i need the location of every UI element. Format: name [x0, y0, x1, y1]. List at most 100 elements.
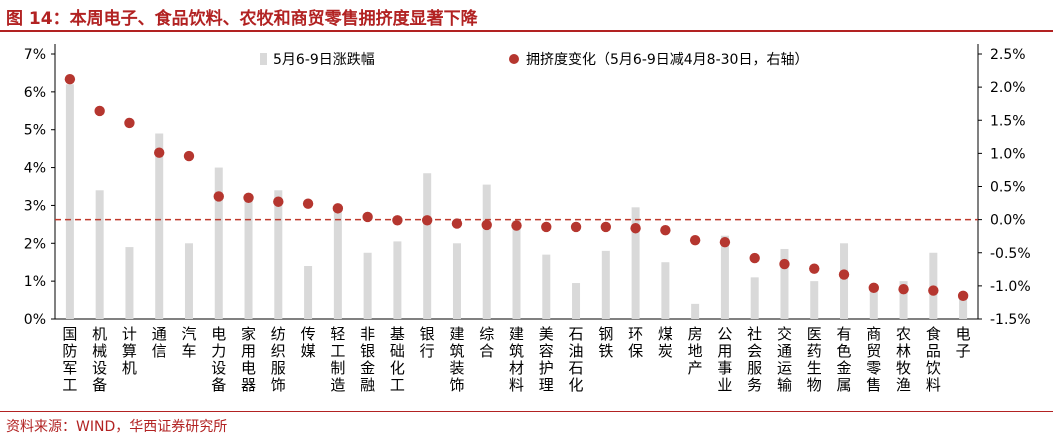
dot-美容护理 — [541, 221, 552, 233]
x-tick-label: 非银金融 — [360, 325, 375, 394]
x-tick-label: 通信 — [152, 325, 167, 360]
y-right-tick-label: -0.5% — [990, 246, 1031, 262]
x-tick-label: 电子 — [956, 325, 971, 360]
legend-bar-swatch — [260, 53, 267, 65]
bar-石油石化 — [572, 283, 581, 319]
dot-基础化工 — [392, 215, 403, 226]
source-divider — [0, 411, 1053, 412]
bar-建筑材料 — [512, 220, 521, 319]
dot-纺织服饰 — [273, 196, 284, 207]
bar-农林牧渔 — [899, 281, 908, 319]
dot-钢铁 — [600, 221, 612, 233]
dot-银行 — [421, 215, 433, 226]
bar-钢铁 — [601, 250, 610, 319]
dot-轻工制造 — [332, 203, 344, 214]
bar-美容护理 — [542, 254, 551, 319]
dot-非银金融 — [362, 211, 373, 223]
dot-国防军工 — [64, 73, 76, 85]
x-tick-label: 纺织服饰 — [271, 325, 286, 394]
legend: 5月6-9日涨跌幅 拥挤度变化（5月6-9日减4月8-30日，右轴） — [260, 52, 808, 68]
dot-传媒 — [302, 198, 314, 209]
legend-bar-label: 5月6-9日涨跌幅 — [273, 52, 375, 68]
x-tick-label: 计算机 — [122, 325, 137, 377]
bar-商贸零售 — [869, 286, 878, 319]
x-tick-label: 汽车 — [181, 325, 196, 360]
dot-食品饮料 — [928, 285, 939, 296]
dot-机械设备 — [94, 105, 105, 117]
bar-银行 — [423, 173, 432, 319]
x-tick-label: 有色金属 — [837, 325, 852, 394]
x-tick-label: 房地产 — [688, 325, 703, 377]
bar-国防军工 — [65, 84, 74, 320]
bar-煤炭 — [661, 262, 670, 319]
dot-环保 — [630, 223, 641, 234]
dot-电力设备 — [213, 191, 224, 202]
x-tick-label: 机械设备 — [92, 325, 107, 394]
dot-交通运输 — [779, 258, 790, 270]
x-tick-label: 美容护理 — [539, 325, 554, 394]
y-left-tick-label: 0% — [24, 312, 46, 328]
y-left-tick-label: 5% — [24, 123, 46, 139]
dot-建筑装饰 — [451, 218, 463, 229]
dot-有色金属 — [838, 269, 850, 280]
source-note: 资料来源：WIND，华西证券研究所 — [6, 419, 228, 435]
bar-公用事业 — [720, 235, 729, 319]
dot-农林牧渔 — [898, 283, 909, 295]
dot-建筑材料 — [511, 220, 522, 231]
y-right-tick-label: 2.0% — [990, 80, 1026, 96]
y-right-tick-label: -1.0% — [990, 279, 1031, 295]
x-tick-label: 建筑装饰 — [449, 325, 464, 394]
bar-轻工制造 — [333, 209, 342, 319]
bar-电力设备 — [214, 167, 223, 319]
title-bar — [0, 0, 1053, 32]
bar-医药生物 — [810, 281, 819, 319]
x-tick-label: 国防军工 — [62, 325, 77, 394]
figure-title: 图 14：本周电子、食品饮料、农牧和商贸零售拥挤度显著下降 — [6, 9, 478, 29]
bar-社会服务 — [750, 277, 759, 319]
x-tick-label: 电力设备 — [211, 325, 226, 394]
dot-煤炭 — [660, 225, 671, 236]
chart-svg: 0% 1% 2% 3% 4% 5% 6% 7% -1.5% -1.0% -0.5% 0.0% 0.5% 1… — [24, 44, 1031, 394]
x-tick-label: 农林牧渔 — [896, 325, 911, 394]
x-tick-label: 家用电器 — [241, 325, 256, 394]
y-left-tick-label: 2% — [24, 236, 46, 252]
x-tick-label: 银行 — [420, 325, 435, 360]
bar-家用电器 — [244, 194, 253, 319]
y-right-tick-label: 1.0% — [990, 146, 1026, 162]
legend-dot-label: 拥挤度变化（5月6-9日减4月8-30日，右轴） — [526, 52, 808, 68]
y-right-tick-label: 0.5% — [990, 180, 1026, 196]
dot-计算机 — [124, 117, 135, 129]
legend-dot-swatch — [509, 54, 519, 64]
y-right-tick-label: 0.0% — [990, 213, 1026, 229]
bar-有色金属 — [840, 243, 849, 319]
dot-房地产 — [689, 234, 701, 246]
bar-汽车 — [184, 243, 193, 319]
bar-非银金融 — [363, 252, 372, 319]
x-tick-label: 公用事业 — [717, 325, 732, 394]
bar-机械设备 — [95, 190, 104, 319]
dot-通信 — [154, 147, 165, 158]
bar-传媒 — [304, 266, 313, 319]
dot-汽车 — [183, 150, 195, 162]
dot-公用事业 — [719, 236, 731, 248]
x-tick-label: 钢铁 — [598, 325, 613, 360]
y-left-tick-label: 1% — [24, 274, 46, 290]
bar-房地产 — [691, 303, 700, 319]
x-tick-label: 医药生物 — [807, 325, 822, 394]
x-tick-label: 环保 — [628, 325, 643, 360]
bar-基础化工 — [393, 241, 402, 319]
dot-电子 — [957, 290, 969, 302]
dot-商贸零售 — [868, 282, 879, 294]
bar-综合 — [482, 184, 491, 319]
x-tick-label: 综合 — [479, 325, 494, 360]
x-tick-label: 基础化工 — [390, 325, 405, 394]
dot-家用电器 — [243, 192, 254, 203]
x-tick-label: 轻工制造 — [330, 325, 345, 394]
y-left-tick-label: 6% — [24, 85, 46, 101]
y-left-tick-label: 4% — [24, 161, 46, 177]
dot-社会服务 — [749, 252, 760, 264]
dot-综合 — [481, 219, 492, 231]
y-left-tick-label: 7% — [24, 47, 46, 63]
x-tick-label: 建筑材料 — [509, 325, 524, 394]
